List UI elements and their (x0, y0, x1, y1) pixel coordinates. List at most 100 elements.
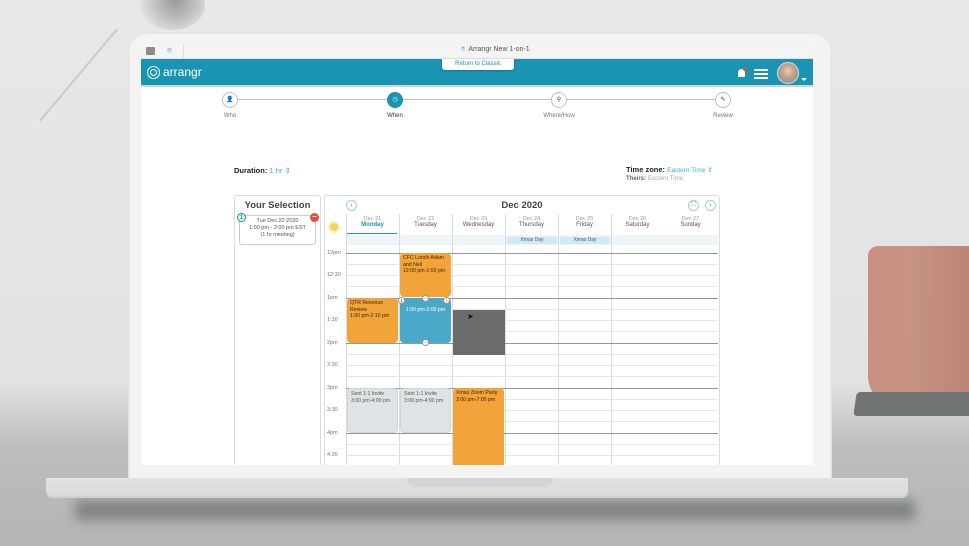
arrangr-logo[interactable]: arrangr (147, 65, 202, 79)
event-sent-invite-tuesday[interactable]: Sent 1:1 Invite 3:00 pm-4:00 pm (400, 388, 451, 433)
quarter-line (346, 444, 718, 445)
person-icon[interactable]: 👤 (222, 92, 238, 108)
all-day-event-friday[interactable]: Xmas Day (560, 237, 610, 244)
theirs-value: Eastern Time (647, 176, 684, 182)
review-icon[interactable]: ✎ (715, 92, 731, 108)
logo-text: arrangr (163, 65, 202, 79)
day-header-sunday[interactable]: Dec 27 Sunday (680, 216, 701, 228)
time-label: 3:30 (327, 407, 338, 413)
return-to-classic-button[interactable]: Return to Classic (442, 59, 514, 70)
hour-line (346, 433, 718, 434)
quarter-line (346, 354, 718, 355)
event-sent-invite-monday[interactable]: Sent 1:1 Invite 3:00 pm-4:00 pm (347, 388, 398, 433)
arrangr-tab-icon[interactable]: ⌾ (167, 46, 172, 55)
day-header-saturday[interactable]: Dec 26 Saturday (625, 216, 650, 228)
hour-line (346, 298, 718, 299)
event-xmas-zoom-party[interactable]: Xmas Zoom Party 3:00 pm-7:00 pm (453, 388, 504, 465)
resize-top-handle[interactable]: − (422, 295, 429, 302)
column-divider (346, 214, 347, 465)
duration-select[interactable]: 1 hr ⇕ (269, 166, 291, 175)
all-day-event-thursday[interactable]: Xmas Day (507, 237, 557, 244)
tab-divider (183, 44, 184, 59)
time-label: 1pm (327, 295, 338, 301)
background-marble-vein (39, 28, 118, 122)
laptop-screen: ⌾ ⌾ Arrangr New 1-on-1 arrangr Return to … (141, 44, 813, 465)
sun-icon (330, 223, 338, 231)
time-label: 2:30 (327, 362, 338, 368)
selected-time-slot[interactable]: 1:00 pm-2:00 pm (400, 298, 451, 343)
tab-favicon-icon[interactable] (146, 47, 155, 55)
column-divider (558, 214, 559, 465)
half-hour-line (346, 275, 718, 276)
location-pin-icon[interactable]: ⚲ (551, 92, 567, 108)
stepper-line (230, 99, 723, 100)
step-label-when[interactable]: When (387, 113, 403, 119)
expand-icon[interactable]: ⛶ (688, 200, 699, 211)
day-header-monday[interactable]: Dec 21 Monday (361, 216, 384, 228)
time-label: 1:30 (327, 317, 338, 323)
background-coaster (853, 392, 969, 416)
day-header-thursday[interactable]: Dec 24 Thursday (518, 216, 544, 228)
step-label-review[interactable]: Review (713, 113, 733, 119)
bell-icon[interactable] (738, 69, 745, 77)
hamburger-menu-icon[interactable] (754, 69, 768, 79)
duration-control: Duration: 1 hr ⇕ (234, 166, 291, 175)
quarter-line (346, 286, 718, 287)
hour-line (346, 388, 718, 389)
user-avatar[interactable] (777, 62, 799, 84)
hover-time-slot[interactable] (453, 310, 505, 355)
slot-info-icon[interactable]: i (443, 297, 450, 304)
laptop-notch (407, 478, 553, 487)
next-week-icon[interactable]: › (705, 200, 716, 211)
selected-slot-card[interactable]: 1 − Tue Dec 22 2020 1:00 pm - 2:00 pm ES… (237, 213, 319, 245)
time-grid[interactable]: 12pm 12:30 1pm 1:30 2pm 2:30 3pm 3:30 4p… (325, 214, 719, 465)
column-divider (611, 214, 612, 465)
calendar-month-title: Dec 2020 (501, 200, 543, 211)
duration-label: Duration: (234, 166, 268, 175)
selection-title: Your Selection (244, 200, 311, 211)
half-hour-line (346, 455, 718, 456)
selection-number-badge: 1 (237, 213, 246, 222)
selected-slot-time: 1:00 pm - 2:00 pm EST (249, 225, 306, 231)
day-header-friday[interactable]: Dec 25 Friday (575, 216, 594, 228)
quarter-line (346, 399, 718, 400)
laptop-base (46, 478, 908, 496)
laptop-shadow (75, 500, 915, 520)
step-label-who[interactable]: Who (223, 113, 237, 119)
clock-icon[interactable]: ◷ (387, 92, 403, 108)
today-underline (347, 233, 397, 234)
booking-stepper: 👤 ◷ ⚲ ✎ Who When Where/How Review (141, 89, 813, 129)
selection-number-badge: 1 (398, 297, 405, 304)
column-divider (452, 214, 453, 465)
week-calendar: Dec 2020 ‹ ⛶ › Dec 21 Monday Dec 22 Tues… (324, 195, 720, 465)
background-mug (868, 246, 969, 406)
remove-selection-icon[interactable]: − (310, 213, 319, 222)
day-header-tuesday[interactable]: Dec 22 Tuesday (414, 216, 437, 228)
resize-bottom-handle[interactable]: − (422, 339, 429, 346)
selected-slot-note: (1 hr meeting) (260, 232, 295, 238)
quarter-line (346, 421, 718, 422)
half-hour-line (346, 410, 718, 411)
selected-slot-date: Tue Dec 22 2020 (256, 218, 299, 224)
hour-line (346, 343, 718, 344)
browser-tab-bar: ⌾ ⌾ Arrangr New 1-on-1 (141, 44, 813, 59)
notification-dot (743, 67, 747, 71)
event-qtr-revenue-review[interactable]: QTR Revenue Review 1:00 pm-2:10 pm (347, 298, 398, 343)
your-selection-panel: Your Selection 1 − Tue Dec 22 2020 1:00 … (234, 195, 321, 465)
arrangr-favicon-icon: ⌾ (461, 46, 466, 53)
caret-down-icon[interactable] (801, 78, 807, 81)
step-label-where-how[interactable]: Where/How (543, 113, 575, 119)
quarter-line (346, 331, 718, 332)
quarter-line (346, 264, 718, 265)
time-label: 12pm (327, 250, 341, 256)
background-lamp (140, 0, 205, 30)
event-cfc-lunch[interactable]: CFC Lunch Adam and Neil 12:00 pm-1:00 pm (400, 253, 451, 297)
timezone-select[interactable]: Eastern Time ⇕ (667, 167, 713, 174)
day-header-wednesday[interactable]: Dec 23 Wednesday (462, 216, 495, 228)
prev-week-icon[interactable]: ‹ (346, 200, 357, 211)
time-label: 4pm (327, 430, 338, 436)
browser-window-title: ⌾ Arrangr New 1-on-1 (461, 46, 530, 53)
app-header: arrangr Return to Classic (141, 59, 813, 87)
timezone-control: Time zone: Eastern Time ⇕ (626, 165, 713, 174)
hour-line (346, 253, 718, 254)
